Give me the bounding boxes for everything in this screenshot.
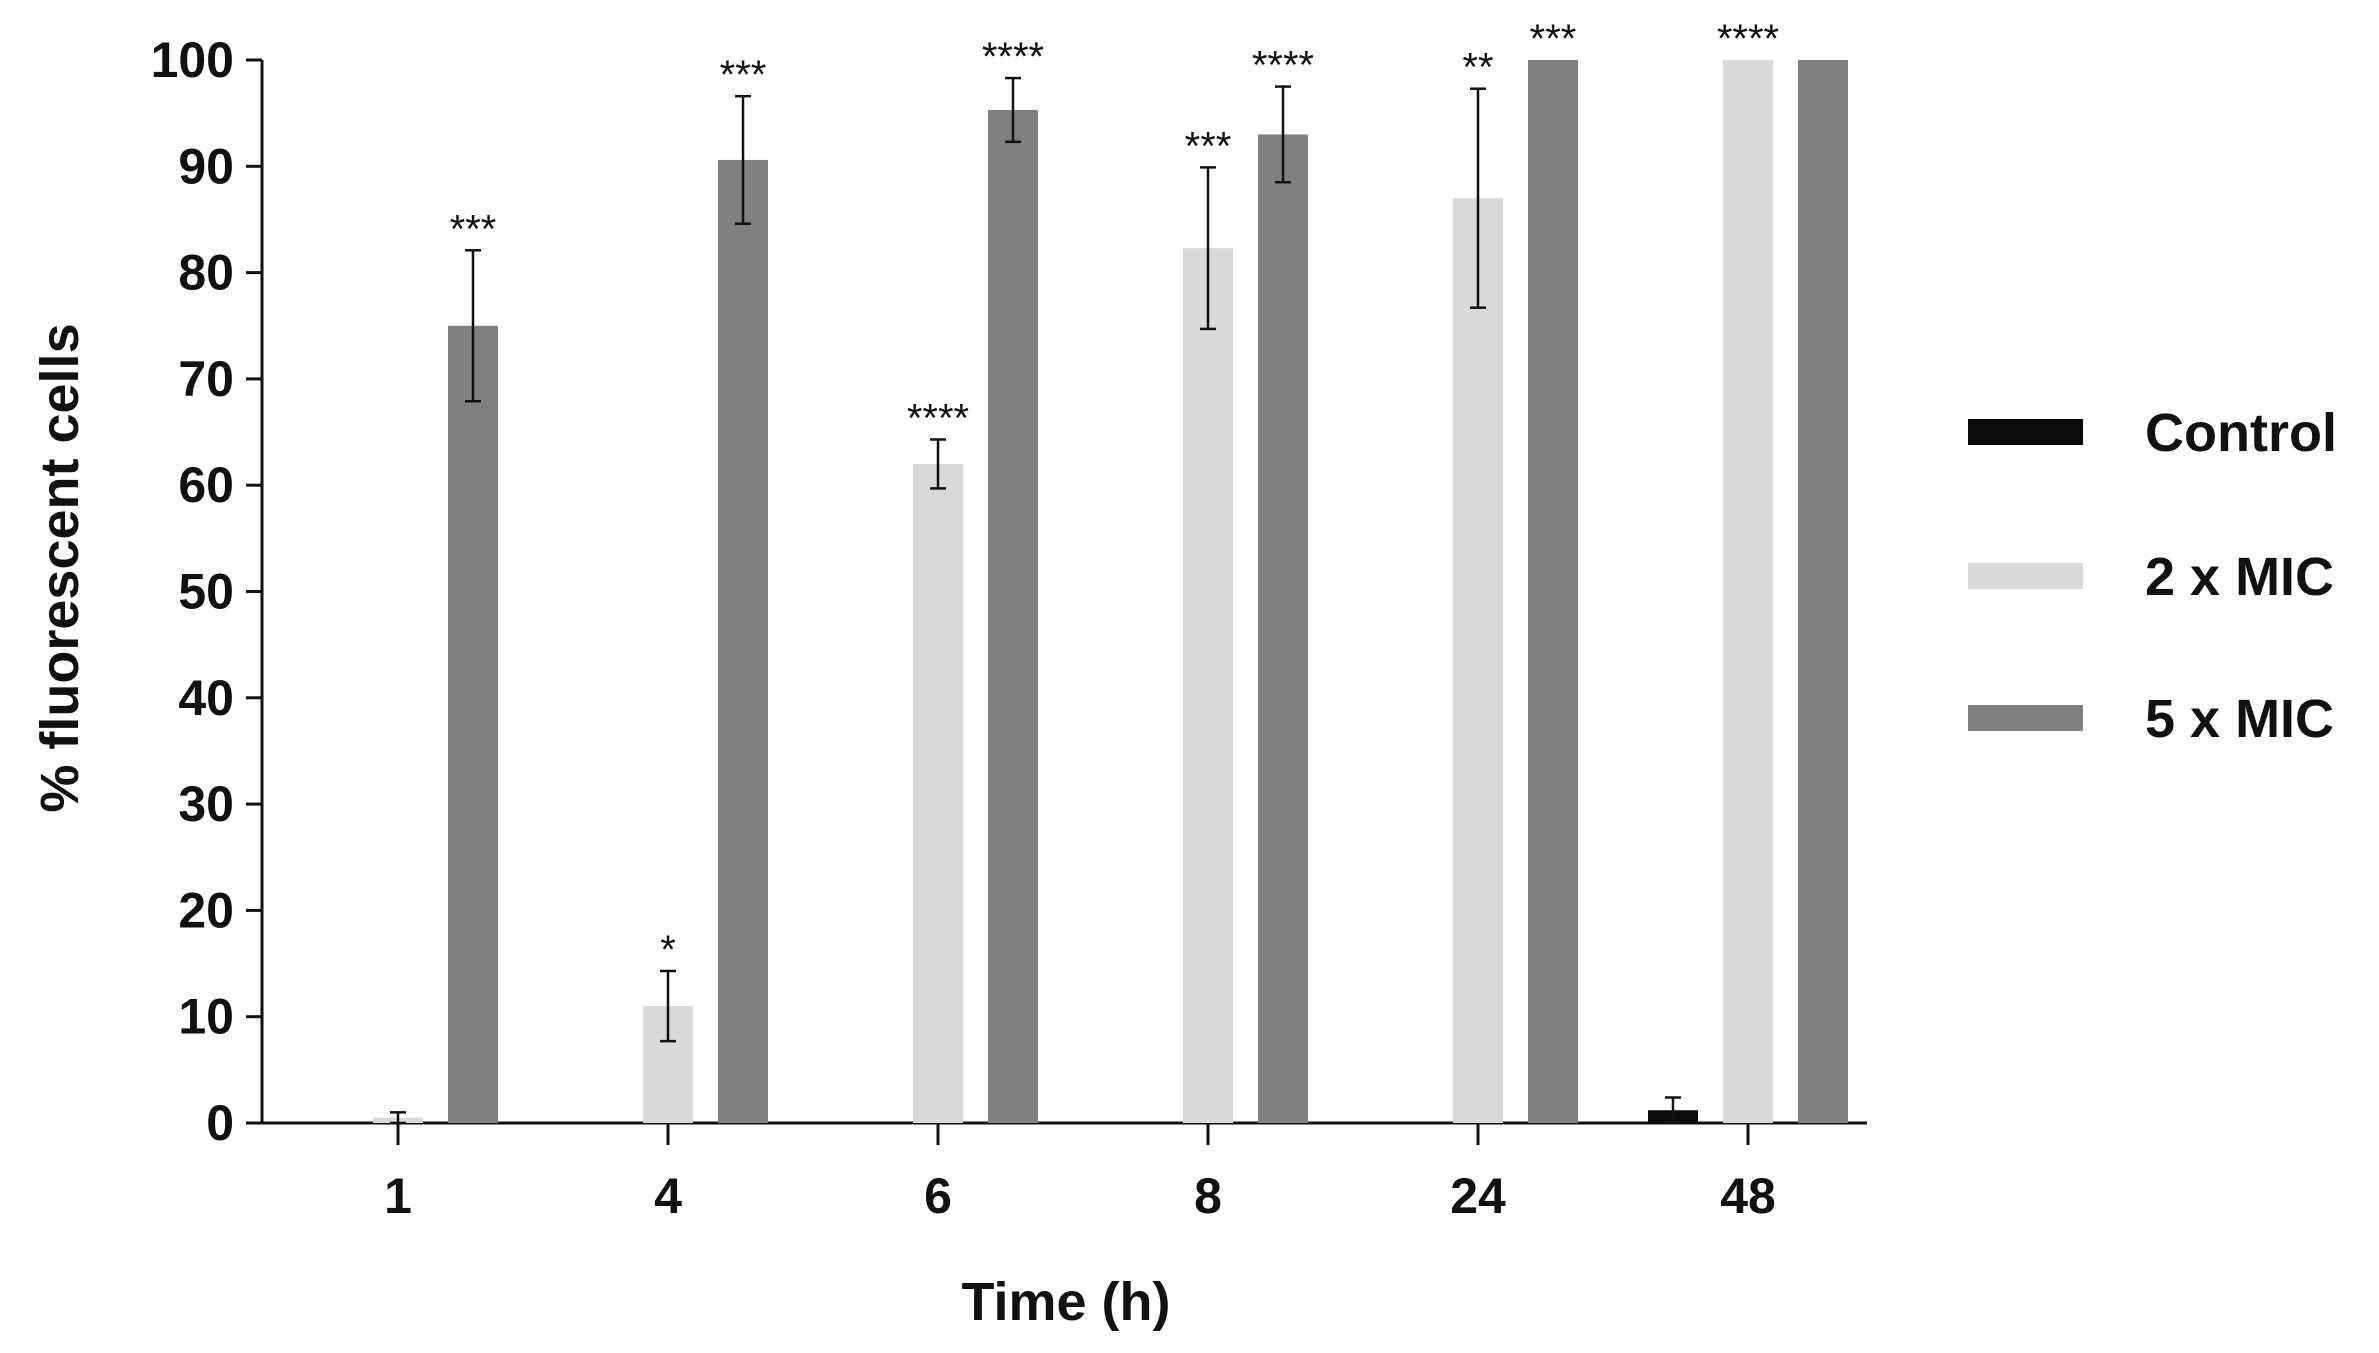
y-tick-label: 70 — [178, 351, 234, 407]
x-tick-label: 24 — [1450, 1168, 1506, 1224]
y-tick-label: 20 — [178, 882, 234, 938]
significance-label: **** — [982, 35, 1044, 79]
significance-label: * — [660, 928, 676, 972]
legend-item: 2 x MIC — [1968, 547, 2334, 607]
bar-5xmic — [1258, 134, 1308, 1123]
bar-5xmic — [448, 325, 498, 1123]
significance-labels-group: ******************** **** ******* — [450, 17, 1779, 972]
y-tick-label: 80 — [178, 245, 234, 301]
legend-label: 5 x MIC — [2145, 689, 2334, 749]
y-tick-label: 30 — [178, 776, 234, 832]
bar-2xmic — [1723, 60, 1773, 1123]
legend-label: Control — [2145, 403, 2337, 463]
y-tick-label: 60 — [178, 457, 234, 513]
y-axis-title: % fluorescent cells — [30, 323, 90, 812]
y-tick-label: 10 — [178, 989, 234, 1045]
bar-2xmic — [913, 463, 963, 1123]
bar-2xmic — [1183, 248, 1233, 1123]
y-tick-label: 50 — [178, 564, 234, 620]
significance-label: **** — [1717, 17, 1779, 61]
legend-item: 5 x MIC — [1968, 689, 2334, 749]
significance-label: *** — [450, 207, 497, 251]
x-tick-label: 8 — [1194, 1168, 1222, 1224]
x-axis-title: Time (h) — [961, 1272, 1170, 1332]
error-bars-group — [390, 76, 1681, 1125]
legend-swatch — [1968, 419, 2083, 445]
bar-5xmic — [1798, 60, 1848, 1123]
bar-series-group — [373, 60, 1848, 1123]
bar-5xmic — [988, 109, 1038, 1123]
legend-item: Control — [1968, 403, 2337, 463]
bar-5xmic — [718, 159, 768, 1123]
bar-2xmic — [1453, 198, 1503, 1123]
x-tick-label: 48 — [1720, 1168, 1776, 1224]
legend-swatch — [1968, 563, 2083, 589]
legend-swatch — [1968, 705, 2083, 731]
significance-label: **** — [1252, 44, 1314, 88]
y-tick-label: 0 — [206, 1095, 234, 1151]
significance-label: **** — [907, 396, 969, 440]
legend: Control 2 x MIC 5 x MIC — [1968, 403, 2337, 749]
significance-label: *** — [720, 53, 767, 97]
significance-label: *** — [1530, 17, 1577, 61]
y-tick-label: 100 — [151, 32, 234, 88]
y-tick-label: 40 — [178, 670, 234, 726]
significance-label: ** — [1462, 46, 1493, 90]
x-tick-label: 6 — [924, 1168, 952, 1224]
legend-label: 2 x MIC — [2145, 547, 2334, 607]
bar-5xmic — [1528, 60, 1578, 1123]
x-axis: 1 4 6 8 24 48 — [262, 1121, 1867, 1224]
y-tick-label: 90 — [178, 138, 234, 194]
x-tick-label: 1 — [384, 1168, 412, 1224]
y-axis: 0 10 20 30 40 50 60 70 80 90 100 — [151, 32, 264, 1151]
significance-label: *** — [1185, 124, 1232, 168]
x-tick-label: 4 — [654, 1168, 682, 1224]
